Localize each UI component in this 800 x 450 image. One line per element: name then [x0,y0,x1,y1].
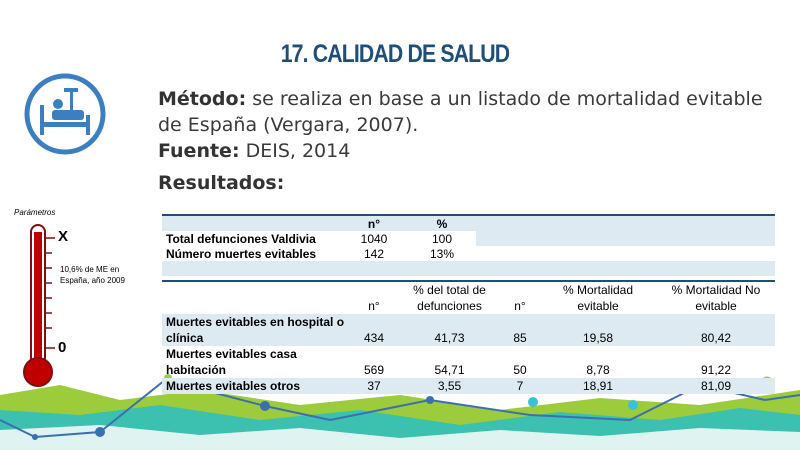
text: DEIS, 2014 [245,140,351,162]
text: se realiza en base a un listado de morta… [158,88,763,136]
cell [162,215,340,231]
deco-dots [32,396,434,440]
pin [628,400,638,410]
cell: 3,55 [437,379,462,393]
cell [476,231,775,246]
table: n° % del total de defunciones n° % Morta… [162,280,775,394]
cell [476,246,775,261]
label: X [58,228,69,245]
label: Fuente: [158,140,240,162]
header: n° [514,299,526,313]
row: Muertes evitables casa habitación 569 54,7… [162,346,775,378]
cell: 100 [431,231,453,246]
header-row: n° % del total de defunciones n° % Morta… [162,281,775,314]
cell: 7 [516,379,524,393]
header: n° [367,216,381,231]
label: Método: [158,88,247,110]
cell: Muertes evitables en hospital o clínica [166,315,345,345]
cell: 1040 [360,231,388,246]
row: Número muertes evitables 142 13% [162,246,775,261]
cell: 81,09 [700,379,732,393]
pin [164,374,172,382]
header: n° [368,299,380,313]
note: 10,6% de ME en España, año 2009 [60,265,125,285]
bed-icon [40,88,90,135]
thermo-ticks [45,237,55,349]
cell: 19,58 [582,331,614,345]
cell: 50 [513,363,527,377]
results-label: Resultados: [158,172,285,194]
cell: 434 [363,331,385,345]
cell: Muertes evitables otros [166,379,301,393]
row: Muertes evitables en hospital o clínica 4… [162,314,775,346]
body-text: Método: se realiza en base a un listado … [158,86,778,164]
wave-light [0,425,800,450]
row: Muertes evitables otros 37 3,55 7 18,91 81,09 [162,378,775,394]
cell: Total defunciones Valdivia [166,231,316,246]
caption: Parámetros [14,208,56,217]
cell: Muertes evitables casa habitación [166,347,297,377]
table: n° % Total defunciones Valdivia 1040 100… [162,214,775,276]
thermo-bulb [23,357,53,387]
header-row: n° % [162,215,775,231]
cell: 41,73 [434,331,465,345]
label: 0 [58,339,67,356]
header: % [436,216,448,231]
thermo-fill [34,232,42,367]
header: % Mortalidad No evitable [671,283,761,313]
deco-line [0,378,800,439]
row [162,261,775,276]
cell: 91,22 [700,363,732,377]
cell: 8,78 [586,363,610,377]
cell: 13% [429,246,455,261]
cell [162,281,350,314]
cell: 80,42 [700,331,732,345]
title: 17. CALIDAD DE SALUD [280,40,510,68]
row: Total defunciones Valdivia 1040 100 [162,231,775,246]
header: % Mortalidad evitable [562,283,634,313]
cell: 142 [363,246,385,261]
cell [162,261,775,276]
cell: Número muertes evitables [166,246,317,261]
cell: 54,71 [434,363,465,377]
header: % del total de defunciones [413,283,486,313]
cell [476,215,775,231]
pin [760,376,774,390]
pin [528,397,538,407]
cell: 37 [367,379,381,393]
icon-ring [24,73,106,155]
cell: 85 [513,331,527,345]
cell: 18,91 [582,379,614,393]
cell: 569 [363,363,385,377]
